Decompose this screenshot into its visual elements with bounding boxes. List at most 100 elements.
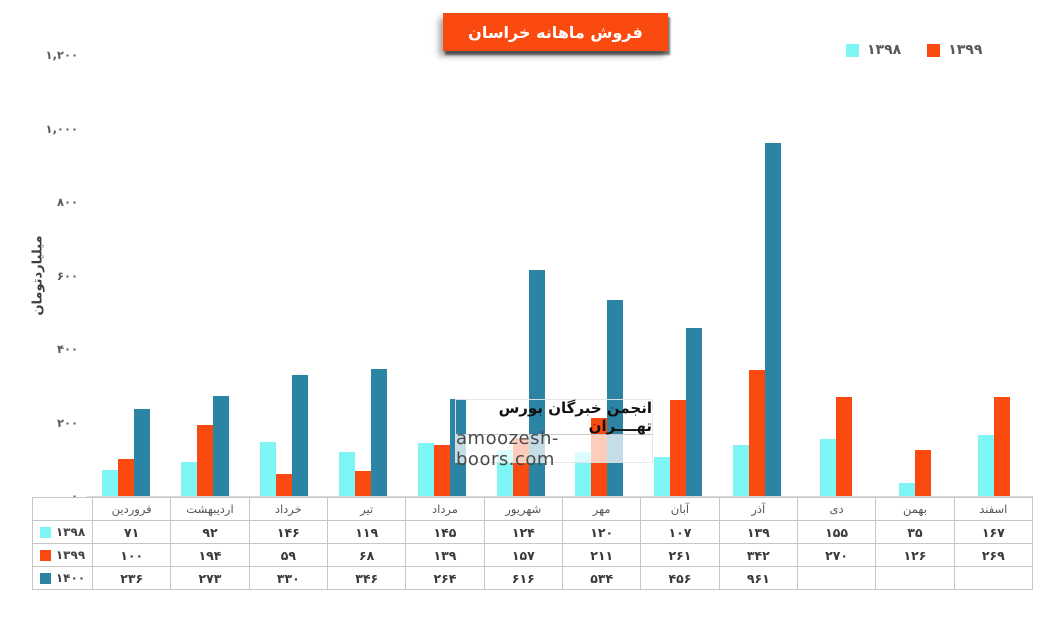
legend-item: ۱۳۹۸ [846,42,901,58]
series-label: ۱۴۰۰ [35,571,90,585]
month-header-cell: شهریور [483,497,563,521]
value-cell: ۹۶۱ [718,566,798,590]
bar-۱۳۹۸-آبان [654,457,671,496]
y-axis-tick-label: ۱,۰۰۰ [45,121,78,136]
value-cell: ۲۶۹ [953,543,1034,567]
value-cell: ۵۳۴ [561,566,642,590]
bar-group-9 [718,55,797,496]
series-label-cell: ۱۴۰۰ [32,566,93,590]
value-cell: ۲۱۱ [561,543,642,567]
chart-data-table: فروردین اردیبهشت خرداد تیر مرداد شهریور مهر آبا… [32,497,1034,590]
bar-۱۳۹۹-دی [835,397,852,496]
bar-۱۴۰۰-آبان [686,328,703,496]
value-cell [875,566,955,590]
value-cell: ۲۷۳ [170,566,250,590]
value-cell: ۱۲۴ [483,520,563,544]
watermark: انجمن خبرگان بورس تهــــران amoozesh-boo… [455,399,653,470]
value-cell: ۲۳۶ [91,566,172,590]
bar-۱۳۹۸-آذر [733,445,750,496]
bar-۱۳۹۹-مرداد [433,445,450,496]
value-cell: ۶۱۶ [483,566,563,590]
bar-group-8 [639,55,718,496]
month-header-cell: اسفند [953,497,1034,521]
value-cell: ۳۴۶ [326,566,407,590]
y-axis-tick-labels: ۰ ۲۰۰ ۴۰۰ ۶۰۰ ۸۰۰ ۱,۰۰۰ ۱,۲۰۰ [30,48,78,503]
data-table-body: ۱۳۹۸ ۷۱ ۹۲ ۱۴۶ ۱۱۹ ۱۴۵ ۱۲۴ ۱۲۰ ۱۰۷ ۱۳۹ ۱۵۵ ۳۵ ۱۶۷ ۱۳۹… [32,520,1034,590]
bar-۱۳۹۸-اردیبهشت [181,462,198,496]
value-cell: ۱۲۶ [875,543,955,567]
plot-area [87,55,1033,497]
value-cell: ۱۰۷ [640,520,720,544]
y-axis-tick-label: ۲۰۰ [56,415,78,430]
bar-group-4 [323,55,402,496]
value-cell: ۳۳۰ [248,566,328,590]
legend: ۱۳۹۸ ۱۳۹۹ [846,42,982,58]
value-cell [953,566,1034,590]
legend-item: ۱۳۹۹ [927,42,982,58]
series-year-label: ۱۳۹۹ [55,548,86,562]
value-cell: ۷۱ [91,520,172,544]
value-cell: ۱۰۰ [91,543,172,567]
bar-۱۳۹۹-فروردین [118,459,135,496]
watermark-association-text: انجمن خبرگان بورس تهــــران [498,399,652,435]
series-swatch [39,572,51,584]
month-header-cell: دی [796,497,877,521]
legend-swatch [846,43,859,57]
series-label: ۱۳۹۸ [35,525,90,539]
data-table-header: فروردین اردیبهشت خرداد تیر مرداد شهریور مهر آبا… [32,497,1034,521]
value-cell: ۱۴۶ [248,520,328,544]
chart-title-banner: فروش ماهانه خراسان [443,13,668,51]
series-year-label: ۱۳۹۸ [55,525,86,539]
y-axis-tick-label: ۰ [70,489,78,503]
bar-group-11 [875,55,954,496]
value-cell: ۱۹۴ [170,543,250,567]
month-header-cell: تیر [326,497,407,521]
bar-۱۴۰۰-آذر [765,143,782,496]
value-cell [796,566,877,590]
y-axis-tick-label: ۱,۲۰۰ [45,48,78,62]
legend-label: ۱۳۹۸ [867,42,902,58]
bar-۱۳۹۹-بهمن [914,450,931,496]
series-row-۱۴۰۰: ۱۴۰۰ ۲۳۶ ۲۷۳ ۳۳۰ ۳۴۶ ۲۶۴ ۶۱۶ ۵۳۴ ۴۵۶ ۹۶۱ [32,566,1034,590]
y-axis-tick-label: ۴۰۰ [56,342,78,356]
month-header-cell: مهر [561,497,642,521]
value-cell: ۳۵ [875,520,955,544]
series-label: ۱۳۹۹ [35,548,90,562]
bar-۱۴۰۰-اردیبهشت [213,396,230,496]
series-label-cell: ۱۳۹۹ [32,543,93,567]
bar-۱۳۹۸-تیر [338,452,355,496]
series-row-۱۳۹۸: ۱۳۹۸ ۷۱ ۹۲ ۱۴۶ ۱۱۹ ۱۴۵ ۱۲۴ ۱۲۰ ۱۰۷ ۱۳۹ ۱۵۵ ۳۵ ۱۶۷ [32,520,1034,544]
month-header-cell: خرداد [248,497,328,521]
value-cell: ۴۵۶ [640,566,720,590]
series-swatch [39,526,51,538]
bar-۱۳۹۸-خرداد [260,442,277,496]
bar-۱۳۹۸-مرداد [417,443,434,496]
value-cell: ۱۱۹ [326,520,407,544]
value-cell: ۶۸ [326,543,407,567]
bar-۱۳۹۹-آذر [749,370,766,496]
table-corner-cell [32,497,93,521]
bar-۱۳۹۹-آبان [670,400,687,496]
value-cell: ۲۶۱ [640,543,720,567]
value-cell: ۱۵۷ [483,543,563,567]
series-swatch [39,549,51,561]
value-cell: ۱۳۹ [718,520,798,544]
y-axis-tick-label: ۸۰۰ [56,195,78,209]
value-cell: ۳۴۲ [718,543,798,567]
bar-۱۳۹۹-اردیبهشت [197,425,214,496]
value-cell: ۱۶۷ [953,520,1034,544]
legend-label: ۱۳۹۹ [948,42,983,58]
watermark-site-url: amoozesh-boors.com [456,428,652,470]
value-cell: ۲۷۰ [796,543,877,567]
bar-۱۴۰۰-فروردین [134,409,151,496]
value-cell: ۱۴۵ [405,520,485,544]
series-row-۱۳۹۹: ۱۳۹۹ ۱۰۰ ۱۹۴ ۵۹ ۶۸ ۱۳۹ ۱۵۷ ۲۱۱ ۲۶۱ ۳۴۲ ۲۷۰ ۱۲۶ ۲۶۹ [32,543,1034,567]
bar-۱۳۹۸-اسفند [977,435,994,496]
chart-title: فروش ماهانه خراسان [468,22,643,42]
value-cell: ۹۲ [170,520,250,544]
month-header-cell: آذر [718,497,798,521]
bar-group-10 [796,55,875,496]
month-header-cell: آبان [640,497,720,521]
y-axis-tick-label: ۶۰۰ [56,268,78,283]
